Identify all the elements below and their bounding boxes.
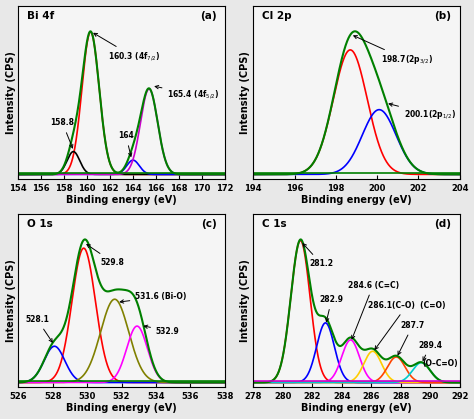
Text: C 1s: C 1s [262,219,286,229]
X-axis label: Binding energy (eV): Binding energy (eV) [301,403,412,414]
Text: (a): (a) [200,11,217,21]
Y-axis label: Intensity (CPS): Intensity (CPS) [6,51,16,134]
X-axis label: Binding energy (eV): Binding energy (eV) [301,195,412,205]
Text: 529.8: 529.8 [87,244,125,267]
Y-axis label: Intensity (CPS): Intensity (CPS) [240,259,250,341]
Text: 158.8: 158.8 [50,119,74,148]
Text: 289.4: 289.4 [419,341,442,360]
Text: 282.9: 282.9 [319,295,344,321]
Text: 287.7: 287.7 [398,321,425,355]
Text: 281.2: 281.2 [303,244,333,268]
Text: 528.1: 528.1 [25,315,52,342]
Text: 164: 164 [118,131,134,156]
Y-axis label: Intensity (CPS): Intensity (CPS) [6,259,16,341]
Text: (O–C=O): (O–C=O) [423,360,458,368]
Text: 531.6 (Bi-O): 531.6 (Bi-O) [120,292,187,303]
Text: (d): (d) [435,219,451,229]
Text: 165.4 (4f$_{5/2}$): 165.4 (4f$_{5/2}$) [155,85,220,101]
Text: Bi 4f: Bi 4f [27,11,54,21]
Text: 200.1(2p$_{1/2}$): 200.1(2p$_{1/2}$) [389,103,456,121]
X-axis label: Binding energy (eV): Binding energy (eV) [66,195,177,205]
Text: (b): (b) [435,11,451,21]
Text: Cl 2p: Cl 2p [262,11,291,21]
Text: 532.9: 532.9 [144,325,180,336]
Y-axis label: Intensity (CPS): Intensity (CPS) [240,51,250,134]
X-axis label: Binding energy (eV): Binding energy (eV) [66,403,177,414]
Text: 198.7(2p$_{3/2}$): 198.7(2p$_{3/2}$) [354,36,433,66]
Text: O 1s: O 1s [27,219,52,229]
Text: 160.3 (4f$_{7/2}$): 160.3 (4f$_{7/2}$) [94,33,160,63]
Text: 284.6 (C=C): 284.6 (C=C) [347,281,399,339]
Text: (c): (c) [201,219,217,229]
Text: 286.1(C–O)  (C=O): 286.1(C–O) (C=O) [368,301,446,349]
